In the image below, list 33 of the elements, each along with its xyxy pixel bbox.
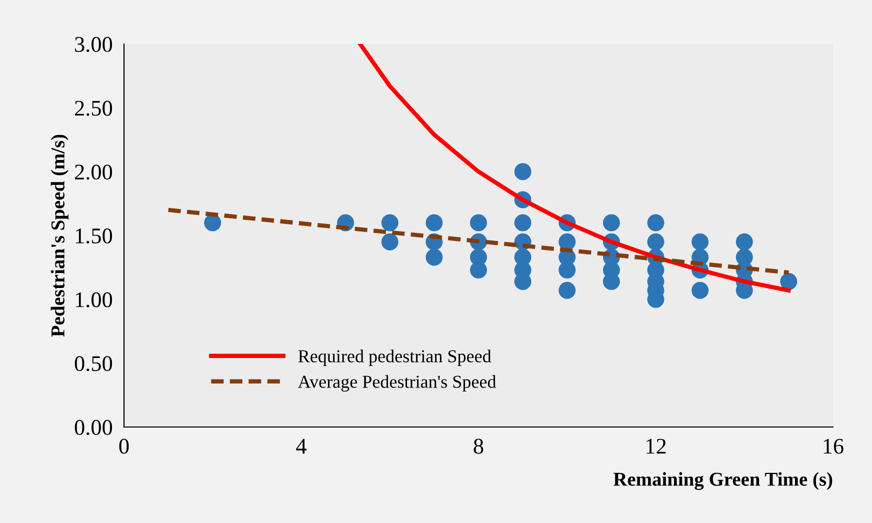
x-tick-label: 8 bbox=[474, 438, 484, 454]
legend-label: Average Pedestrian's Speed bbox=[298, 375, 496, 392]
point bbox=[692, 282, 709, 299]
y-tick-label: 0.00 bbox=[74, 420, 112, 436]
point bbox=[381, 233, 398, 250]
legend-label: Required pedestrian Speed bbox=[298, 350, 492, 366]
x-tick-label: 16 bbox=[824, 438, 844, 454]
point bbox=[647, 233, 664, 250]
point bbox=[647, 214, 664, 232]
point bbox=[736, 233, 753, 250]
y-axis-title: Pedestrian's Speed (m/s) bbox=[50, 134, 68, 337]
point bbox=[426, 214, 443, 232]
y-tick-label: 1.50 bbox=[76, 228, 112, 244]
y-tick-label: 2.50 bbox=[74, 100, 112, 116]
point bbox=[780, 272, 798, 290]
point bbox=[692, 233, 709, 250]
point bbox=[602, 214, 620, 232]
y-tick-label: 1.00 bbox=[76, 292, 112, 308]
point bbox=[514, 163, 532, 180]
y-tick-label: 2.00 bbox=[74, 164, 112, 180]
point bbox=[514, 214, 532, 232]
x-tick-label: 0 bbox=[119, 438, 129, 454]
y-tick-label: 3.00 bbox=[75, 36, 112, 52]
point bbox=[558, 282, 576, 299]
y-tick-label: 0.50 bbox=[74, 356, 112, 372]
point bbox=[558, 233, 576, 250]
point bbox=[204, 214, 222, 232]
point bbox=[470, 214, 488, 232]
point bbox=[426, 248, 443, 266]
point bbox=[381, 214, 398, 232]
x-axis-title: Remaining Green Time (s) bbox=[613, 472, 832, 490]
x-tick-label: 12 bbox=[646, 438, 666, 454]
x-tick-label: 4 bbox=[296, 438, 306, 454]
